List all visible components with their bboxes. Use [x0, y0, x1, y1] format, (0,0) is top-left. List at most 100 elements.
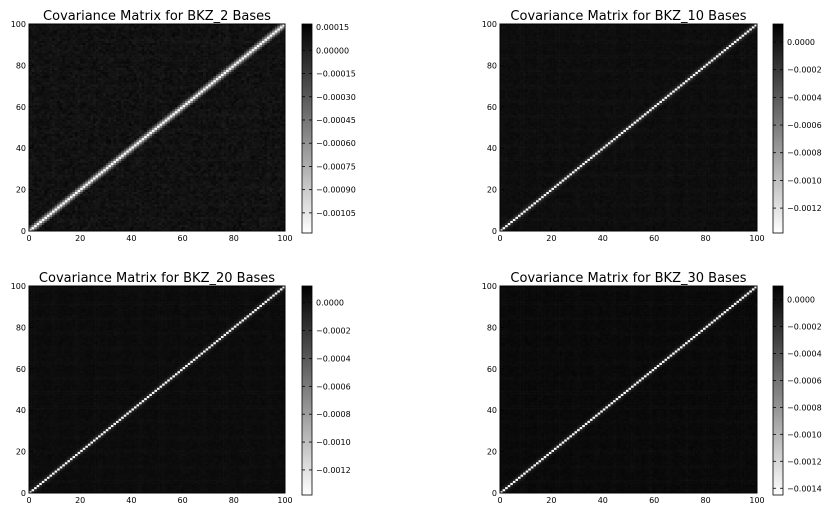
heatmap-cell: [62, 202, 66, 205]
heatmap-cell: [223, 191, 227, 195]
heatmap-cell: [151, 160, 155, 163]
heatmap-cell: [80, 164, 84, 168]
heatmap-cell: [113, 183, 117, 186]
heatmap-cell: [154, 202, 158, 205]
heatmap-cell: [80, 173, 84, 176]
heatmap-cell: [31, 148, 35, 151]
heatmap-cell: [236, 146, 240, 149]
heatmap-cell: [182, 216, 186, 219]
heatmap-cell: [39, 206, 43, 209]
heatmap-cell: [149, 224, 153, 228]
heatmap-cell: [203, 148, 206, 151]
heatmap-cell: [197, 152, 201, 155]
heatmap-cell: [231, 206, 235, 209]
heatmap-cell: [39, 187, 43, 190]
heatmap-cell: [29, 162, 32, 166]
heatmap-cell: [231, 197, 235, 201]
heatmap-cell: [187, 164, 191, 168]
heatmap-cell: [126, 168, 130, 172]
heatmap-cell: [80, 127, 84, 130]
heatmap-cell: [164, 181, 168, 184]
heatmap-cell: [105, 144, 109, 147]
heatmap-cell: [174, 224, 178, 228]
heatmap-cell: [200, 164, 204, 168]
heatmap-cell: [36, 150, 40, 153]
heatmap-cell: [100, 156, 104, 159]
heatmap-cell: [185, 185, 189, 188]
heatmap-cell: [221, 164, 224, 168]
heatmap-cell: [264, 191, 268, 195]
heatmap-cell: [203, 127, 206, 130]
heatmap-cell: [77, 127, 81, 130]
heatmap-cell: [146, 135, 150, 139]
heatmap-cell: [100, 206, 104, 209]
heatmap-cell: [249, 222, 253, 226]
heatmap-cell: [72, 131, 76, 135]
heatmap-cell: [151, 228, 155, 232]
heatmap-cell: [185, 144, 189, 147]
heatmap-cell: [75, 137, 78, 141]
heatmap-cell: [272, 127, 276, 130]
heatmap-cell: [274, 144, 278, 147]
heatmap-cell: [215, 204, 219, 207]
heatmap-cell: [180, 212, 183, 215]
heatmap-cell: [251, 193, 255, 197]
heatmap-cell: [139, 148, 142, 151]
heatmap-cell: [116, 175, 119, 178]
heatmap-cell: [203, 137, 206, 141]
heatmap-cell: [236, 179, 240, 182]
heatmap-cell: [190, 150, 194, 153]
heatmap-cell: [90, 152, 94, 155]
heatmap-cell: [254, 148, 258, 151]
heatmap-cell: [157, 197, 160, 201]
heatmap-cell: [154, 206, 158, 209]
heatmap-cell: [279, 131, 283, 135]
heatmap-cell: [87, 214, 91, 217]
heatmap-cell: [264, 197, 268, 201]
heatmap-cell: [259, 222, 263, 226]
heatmap-cell: [139, 183, 142, 186]
heatmap-cell: [218, 168, 222, 172]
heatmap-cell: [215, 185, 219, 188]
heatmap-cell: [223, 185, 227, 188]
heatmap-cell: [236, 137, 240, 141]
heatmap-cell: [159, 210, 163, 213]
heatmap-cell: [159, 191, 163, 195]
heatmap-cell: [123, 212, 127, 215]
heatmap-cell: [77, 187, 81, 190]
heatmap-cell: [269, 228, 273, 232]
heatmap-cell: [226, 173, 229, 176]
heatmap-cell: [279, 154, 283, 157]
heatmap-cell: [149, 204, 153, 207]
heatmap-cell: [113, 191, 117, 195]
heatmap-cell: [228, 137, 232, 141]
heatmap-cell: [118, 139, 122, 143]
heatmap-cell: [218, 127, 222, 130]
heatmap-cell: [223, 162, 227, 166]
heatmap-cell: [93, 177, 96, 180]
heatmap-cell: [213, 183, 217, 186]
heatmap-cell: [136, 177, 140, 180]
heatmap-cell: [67, 218, 71, 221]
heatmap-cell: [226, 162, 229, 166]
heatmap-cell: [72, 146, 76, 149]
heatmap-cell: [75, 152, 78, 155]
heatmap-cell: [59, 195, 63, 199]
heatmap-cell: [116, 226, 119, 230]
heatmap-cell: [264, 175, 268, 178]
heatmap-cell: [159, 222, 163, 226]
heatmap-cell: [231, 212, 235, 215]
heatmap-cell: [215, 175, 219, 178]
heatmap-cell: [251, 166, 255, 170]
heatmap-cell: [261, 133, 265, 137]
heatmap-cell: [82, 156, 86, 159]
heatmap-cell: [197, 160, 201, 163]
heatmap-cell: [121, 224, 125, 228]
heatmap-cell: [110, 168, 114, 172]
heatmap-cell: [105, 177, 109, 180]
heatmap-cell: [95, 139, 99, 143]
heatmap-cell: [95, 183, 99, 186]
heatmap-cell: [215, 131, 219, 135]
heatmap-cell: [69, 228, 73, 232]
heatmap-cell: [90, 199, 94, 203]
